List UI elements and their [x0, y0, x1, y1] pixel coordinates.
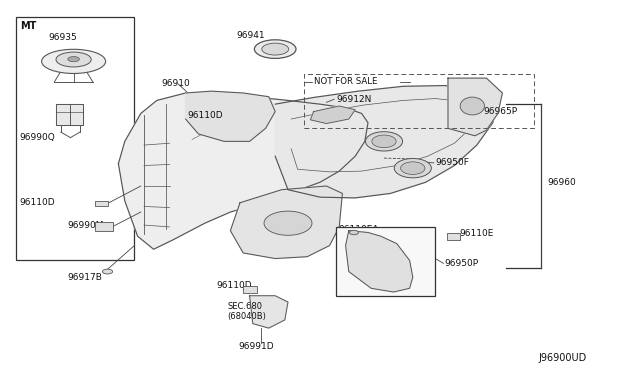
Ellipse shape: [102, 269, 113, 274]
Polygon shape: [275, 86, 496, 198]
Text: 96965P: 96965P: [483, 107, 517, 116]
Bar: [95, 201, 108, 206]
Text: 96110D: 96110D: [216, 281, 252, 290]
Bar: [304, 74, 534, 128]
Bar: [243, 286, 257, 293]
Text: 96990Q: 96990Q: [19, 133, 55, 142]
Text: (68040B): (68040B): [227, 312, 266, 321]
Polygon shape: [56, 104, 83, 125]
Polygon shape: [118, 93, 368, 249]
Text: 96991D: 96991D: [238, 342, 274, 351]
Ellipse shape: [460, 97, 484, 115]
Text: 96110D: 96110D: [19, 198, 55, 207]
Ellipse shape: [349, 230, 358, 235]
Ellipse shape: [394, 158, 431, 178]
Ellipse shape: [56, 52, 92, 67]
Polygon shape: [186, 91, 275, 141]
Polygon shape: [310, 106, 355, 124]
Text: 96110D: 96110D: [188, 111, 223, 120]
Polygon shape: [346, 231, 413, 292]
Text: MT: MT: [20, 21, 37, 31]
Ellipse shape: [365, 132, 403, 151]
Text: 96917B: 96917B: [67, 273, 102, 282]
Text: 96110EA: 96110EA: [338, 225, 378, 234]
Bar: [447, 233, 460, 240]
Ellipse shape: [42, 49, 106, 74]
Text: 96912N: 96912N: [336, 95, 371, 104]
Polygon shape: [250, 296, 288, 328]
Text: 96950F: 96950F: [435, 158, 469, 167]
Text: 96960: 96960: [547, 178, 576, 187]
Polygon shape: [448, 78, 502, 136]
Ellipse shape: [68, 57, 79, 62]
Text: 96110E: 96110E: [460, 229, 494, 238]
Text: 96950P: 96950P: [445, 259, 479, 268]
Text: SEC.680: SEC.680: [227, 302, 262, 311]
Text: J96900UD: J96900UD: [539, 353, 587, 363]
Text: 96935: 96935: [48, 33, 77, 42]
Bar: [95, 222, 113, 231]
Bar: [16, 17, 134, 260]
Ellipse shape: [372, 135, 396, 148]
Ellipse shape: [401, 162, 425, 174]
Ellipse shape: [262, 43, 289, 55]
Text: 96910: 96910: [161, 79, 190, 88]
Ellipse shape: [254, 40, 296, 58]
Bar: [336, 227, 435, 296]
Ellipse shape: [264, 211, 312, 235]
Text: 96941: 96941: [237, 31, 266, 40]
Text: 96990M: 96990M: [67, 221, 104, 230]
Polygon shape: [230, 186, 342, 259]
Text: NOT FOR SALE: NOT FOR SALE: [314, 77, 377, 86]
